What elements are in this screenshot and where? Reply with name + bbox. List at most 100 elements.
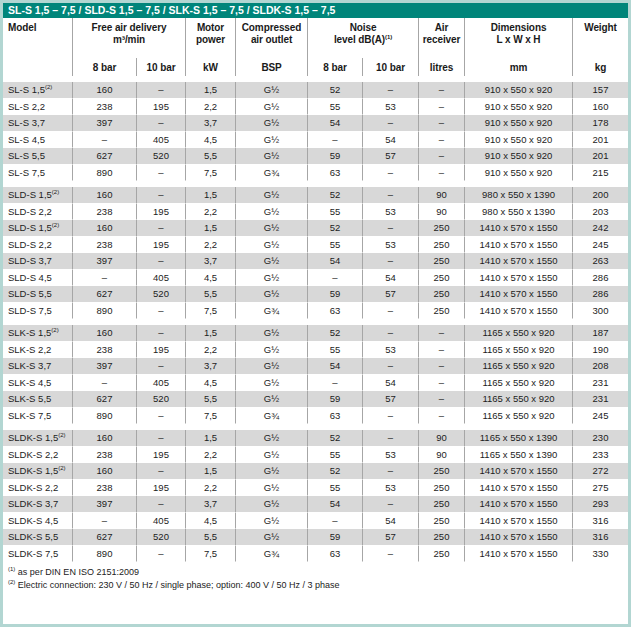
value-cell: 910 x 550 x 920 [465,115,573,132]
value-cell: 4,5 [186,132,236,149]
value-cell: G½ [236,391,308,408]
value-cell: 63 [308,408,363,425]
value-cell: 59 [308,529,363,546]
value-cell: – [363,187,419,204]
value-cell: 2,2 [186,342,236,359]
value-cell: 54 [363,375,419,392]
value-cell: 890 [73,408,137,425]
value-cell: 1410 x 570 x 1550 [465,529,573,546]
value-cell: – [419,408,465,425]
value-cell: 63 [308,303,363,320]
value-cell: G½ [236,204,308,221]
value-cell: 160 [73,82,137,99]
value-cell: 272 [573,463,628,480]
col-header-weight: Weight [573,18,628,58]
value-cell: 1165 x 550 x 920 [465,342,573,359]
table-row: SLK-S 4,5–4054,5G½–54–1165 x 550 x 92023… [3,375,628,392]
value-cell: – [419,132,465,149]
value-cell: 250 [419,480,465,497]
value-cell: – [137,303,186,320]
table-row: SLDK-S 7,5890–7,5G¾63–2501410 x 570 x 15… [3,546,628,563]
value-cell: – [363,325,419,342]
value-cell: – [419,99,465,116]
value-cell: 520 [137,529,186,546]
value-cell: 250 [419,220,465,237]
value-cell: 63 [308,546,363,563]
value-cell: 160 [73,430,137,447]
value-cell: 208 [573,358,628,375]
value-cell: 250 [419,286,465,303]
value-cell: 910 x 550 x 920 [465,99,573,116]
value-cell: 238 [73,237,137,254]
subcol-kw: kW [186,58,236,76]
value-cell: 1410 x 570 x 1550 [465,220,573,237]
value-cell: – [137,430,186,447]
model-cell: SLK-S 4,5 [3,375,73,392]
value-cell: – [137,546,186,563]
value-cell: 57 [363,286,419,303]
value-cell: 405 [137,513,186,530]
value-cell: 7,5 [186,303,236,320]
value-cell: 1410 x 570 x 1550 [465,303,573,320]
value-cell: 160 [73,463,137,480]
value-cell: G½ [236,132,308,149]
model-cell: SLDK-S 5,5 [3,529,73,546]
value-cell: 178 [573,115,628,132]
value-cell: 52 [308,430,363,447]
footnote-1: (1) as per DIN EN ISO 2151:2009 [8,566,628,579]
subcol-bsp: BSP [236,58,308,76]
value-cell: – [363,496,419,513]
value-cell: 238 [73,99,137,116]
value-cell: – [419,375,465,392]
value-cell: 59 [308,391,363,408]
value-cell: 5,5 [186,529,236,546]
value-cell: 54 [363,270,419,287]
value-cell: 160 [73,325,137,342]
value-cell: – [137,325,186,342]
table-row: SL-S 1,5(2)160–1,5G½52––910 x 550 x 9201… [3,82,628,99]
value-cell: 250 [419,546,465,563]
col-header-dimensions: Dimensions L x W x H [465,18,573,58]
value-cell: 397 [73,358,137,375]
value-cell: 286 [573,270,628,287]
value-cell: – [137,115,186,132]
value-cell: 53 [363,99,419,116]
col-header-model-label: Model [8,22,36,33]
header-row-groups: Model Free air delivery m³/min Motor pow… [3,18,628,58]
value-cell: 245 [573,408,628,425]
value-cell: 1410 x 570 x 1550 [465,237,573,254]
value-cell: G½ [236,115,308,132]
value-cell: 627 [73,286,137,303]
table-row: SLD-S 2,22381952,2G½55532501410 x 570 x … [3,237,628,254]
value-cell: 250 [419,303,465,320]
value-cell: 397 [73,496,137,513]
value-cell: – [363,358,419,375]
value-cell: 1,5 [186,82,236,99]
value-cell: 300 [573,303,628,320]
value-cell: – [363,546,419,563]
value-cell: – [137,358,186,375]
model-cell: SLD-S 2,2 [3,204,73,221]
value-cell: 195 [137,237,186,254]
value-cell: 250 [419,253,465,270]
value-cell: 160 [73,187,137,204]
value-cell: G½ [236,358,308,375]
value-cell: 52 [308,187,363,204]
model-footnote-marker: (2) [58,432,65,438]
model-cell: SLDK-S 2,2 [3,447,73,464]
value-cell: – [137,82,186,99]
value-cell: 397 [73,115,137,132]
spec-table: Model Free air delivery m³/min Motor pow… [3,18,628,562]
value-cell: 250 [419,529,465,546]
value-cell: 53 [363,447,419,464]
value-cell: 910 x 550 x 920 [465,148,573,165]
model-footnote-marker: (2) [58,465,65,471]
value-cell: 160 [73,220,137,237]
value-cell: G½ [236,148,308,165]
value-cell: – [73,132,137,149]
value-cell: 1410 x 570 x 1550 [465,270,573,287]
value-cell: 1165 x 550 x 920 [465,375,573,392]
value-cell: 195 [137,447,186,464]
header-row-units: 8 bar 10 bar kW BSP 8 bar 10 bar litres … [3,58,628,76]
spec-sheet: SL-S 1,5 – 7,5 / SLD-S 1,5 – 7,5 / SLK-S… [0,0,631,627]
